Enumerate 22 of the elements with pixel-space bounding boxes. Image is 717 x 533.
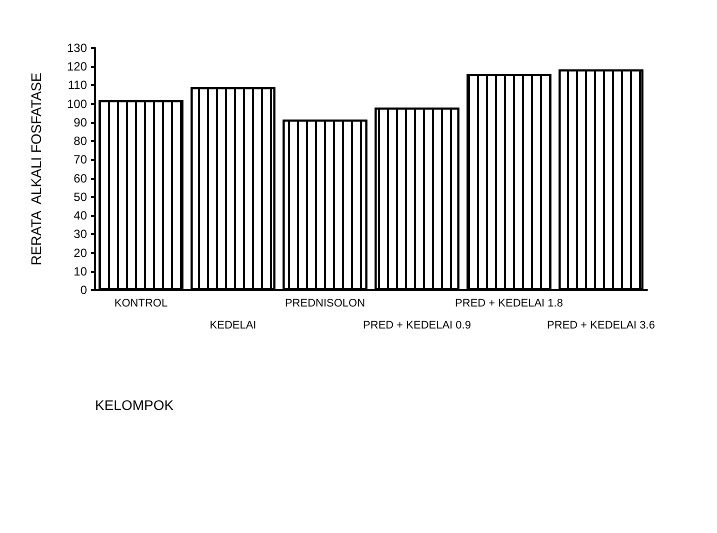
x-tick-label: KONTROL: [114, 298, 168, 310]
y-tick-label: 0: [80, 283, 88, 297]
y-tick-label: 10: [74, 264, 88, 278]
x-tick-label: PRED + KEDELAI 3.6: [547, 320, 655, 332]
y-tick-label: 70: [74, 152, 88, 167]
x-tick-label: KEDELAI: [210, 320, 256, 332]
y-tick-label: 90: [74, 115, 88, 130]
x-tick-label: PRED + KEDELAI 1.8: [455, 298, 563, 310]
y-tick-label: 120: [66, 60, 88, 74]
y-tick-label: 80: [74, 134, 88, 148]
y-tick-label: 110: [68, 78, 88, 92]
x-tick-label: PRED + KEDELAI 0.9: [363, 320, 471, 332]
x-axis-title: KELOMPOK: [95, 397, 174, 413]
y-tick-label: 100: [66, 96, 88, 111]
y-tick-label: 30: [74, 227, 88, 242]
y-axis-title: RERATA ALKALI FOSFATASE: [28, 72, 44, 266]
y-tick-label: 130: [66, 41, 88, 55]
x-tick-label: PREDNISOLON: [284, 298, 366, 310]
y-tick-label: 40: [74, 208, 88, 223]
y-tick-label: 20: [74, 246, 88, 260]
y-tick-label: 50: [74, 190, 88, 204]
y-tick-label: 60: [74, 171, 88, 186]
